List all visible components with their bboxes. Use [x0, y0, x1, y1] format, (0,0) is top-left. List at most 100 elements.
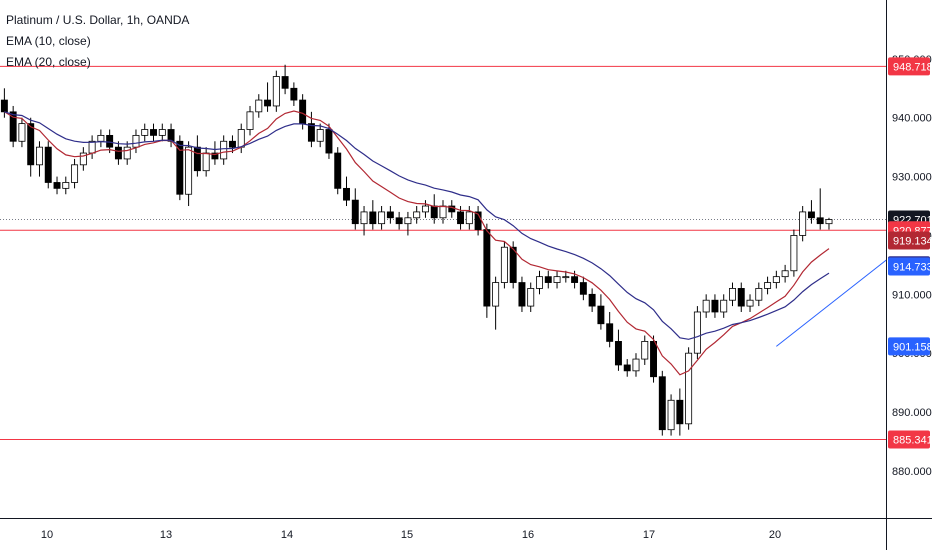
candles — [0, 64, 833, 436]
candle-body — [772, 276, 780, 283]
candle-body — [799, 211, 807, 236]
candle-body — [150, 129, 157, 136]
time-tick-label: 17 — [643, 529, 655, 541]
candle-body — [421, 205, 429, 213]
candle-body — [737, 288, 745, 307]
price-badge-label: 919.134 — [893, 236, 932, 248]
candle-body — [527, 288, 535, 307]
candle-body — [27, 123, 35, 166]
candle-body — [88, 140, 96, 154]
horizontal-lines — [0, 65, 886, 440]
price-badge — [888, 231, 930, 250]
candle-body — [334, 152, 342, 189]
candle-body — [658, 376, 666, 431]
candle-body — [351, 199, 359, 225]
candle-body — [667, 399, 675, 431]
candle-body — [264, 99, 272, 107]
candle-body — [237, 129, 245, 148]
candle-body — [536, 276, 543, 289]
candle-body — [9, 111, 17, 142]
candle-body — [53, 182, 61, 189]
candle-body — [386, 211, 394, 219]
candle-body — [597, 305, 605, 325]
time-tick-label: 20 — [769, 529, 781, 541]
candle-body — [167, 129, 175, 142]
candle-body — [185, 146, 193, 195]
candle-body — [325, 129, 333, 154]
candle-body — [290, 87, 298, 101]
ema20-legend[interactable]: EMA (20, close) — [6, 55, 91, 69]
candle-body — [483, 229, 491, 307]
price-tick-label: 940.000 — [892, 113, 932, 125]
candle-body — [553, 276, 561, 283]
candle-body — [790, 235, 798, 272]
candle-body — [562, 276, 570, 279]
candle-body — [509, 246, 517, 283]
candle-body — [579, 282, 587, 295]
candle-body — [71, 164, 79, 183]
candle-body — [176, 140, 184, 195]
candle-body — [106, 134, 114, 148]
candle-body — [378, 211, 386, 225]
candle-body — [430, 205, 438, 219]
candle-body — [316, 129, 324, 142]
candle-body — [588, 293, 596, 307]
candle-body — [369, 211, 377, 225]
candle-body — [141, 129, 149, 136]
candle-body — [97, 134, 105, 142]
candle-body — [729, 288, 736, 301]
candle-body — [544, 276, 552, 283]
price-badge-label: 914.733 — [893, 261, 932, 273]
candle-body — [650, 341, 658, 378]
candle-body — [360, 211, 368, 225]
time-tick-label: 13 — [160, 529, 172, 541]
chart-legend: Platinum / U.S. Dollar, 1h, OANDA EMA (1… — [6, 10, 189, 73]
candle-body — [343, 187, 350, 201]
candle-body — [492, 282, 500, 307]
candle-body — [457, 211, 465, 225]
candle-body — [123, 146, 131, 160]
candle-body — [606, 323, 614, 342]
candle-body — [518, 282, 526, 307]
candle-body — [44, 146, 52, 183]
time-tick-label: 16 — [522, 529, 534, 541]
candle-body — [614, 341, 622, 366]
candle-body — [0, 99, 8, 113]
trendline — [776, 223, 932, 347]
price-badge — [888, 337, 930, 356]
candle-body — [465, 211, 473, 225]
candle-body — [781, 270, 789, 278]
candle-body — [764, 282, 772, 289]
candle-body — [571, 276, 579, 283]
candle-body — [114, 146, 122, 160]
price-badge — [888, 257, 930, 276]
candle-body — [18, 123, 26, 142]
candle-body — [255, 99, 263, 113]
candle-body — [720, 299, 728, 313]
candle-body — [202, 152, 210, 172]
ema-lines — [4, 110, 830, 376]
candle-body — [702, 299, 710, 313]
chart-title: Platinum / U.S. Dollar, 1h, OANDA — [6, 13, 190, 27]
candle-body — [79, 152, 87, 166]
price-tick-label: 890.000 — [892, 407, 932, 419]
candle-body — [228, 140, 236, 148]
candle-body — [281, 76, 289, 89]
candle-body — [36, 146, 43, 166]
price-badge-label: 885.341 — [893, 434, 932, 446]
candle-body — [220, 140, 228, 160]
time-tick-label: 15 — [401, 529, 413, 541]
price-badge-label: 948.718 — [893, 61, 932, 73]
ema10-legend[interactable]: EMA (10, close) — [6, 34, 91, 48]
candle-body — [395, 217, 403, 225]
candle-body — [439, 205, 447, 219]
trend-line — [776, 223, 932, 347]
candle-body — [299, 99, 307, 125]
price-badge — [888, 57, 930, 76]
candle-body — [685, 352, 693, 425]
candle-body — [246, 111, 254, 130]
price-tick-label: 930.000 — [892, 172, 932, 184]
candle-body — [500, 246, 508, 283]
